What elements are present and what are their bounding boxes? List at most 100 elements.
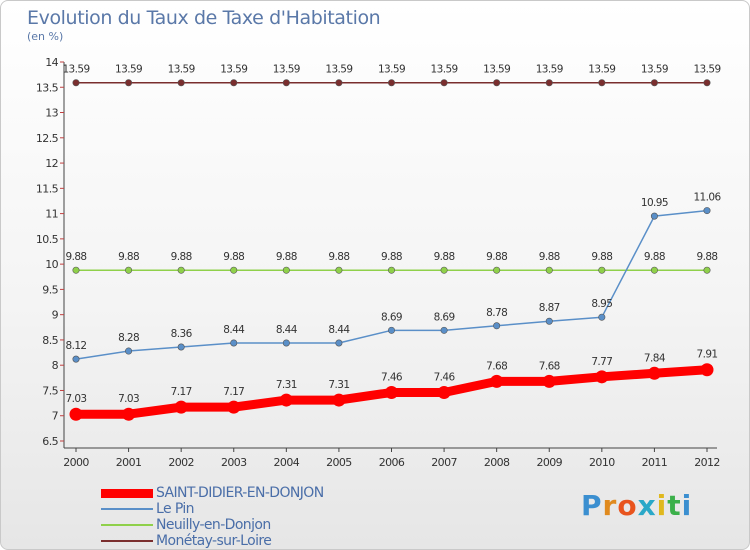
data-point	[282, 266, 290, 274]
y-tick-label: 9	[52, 309, 59, 322]
legend-swatch-monetay	[101, 540, 153, 542]
legend-item: Monétay-sur-Loire	[101, 533, 324, 549]
data-label: 9.88	[434, 251, 455, 263]
legend-item: SAINT-DIDIER-EN-DONJON	[101, 485, 324, 501]
data-point	[700, 363, 714, 377]
x-tick-label: 2000	[63, 456, 89, 469]
data-label: 8.44	[223, 324, 245, 336]
data-point	[493, 79, 501, 87]
data-point	[490, 374, 504, 388]
data-label: 8.44	[276, 324, 298, 336]
data-label: 7.31	[276, 379, 297, 391]
data-point	[72, 355, 80, 363]
data-label: 7.91	[697, 349, 718, 361]
x-tick-label: 2007	[431, 456, 457, 469]
chart-title: Evolution du Taux de Taxe d'Habitation	[27, 7, 381, 29]
y-tick-label: 11	[45, 208, 58, 221]
data-point	[387, 326, 395, 334]
data-point	[595, 370, 609, 384]
chart-legend: SAINT-DIDIER-EN-DONJON Le Pin Neuilly-en…	[101, 485, 324, 549]
y-tick-label: 8.5	[42, 334, 58, 347]
data-label: 7.77	[591, 356, 612, 368]
data-point	[385, 385, 398, 399]
legend-label: Le Pin	[156, 501, 195, 517]
data-label: 9.88	[118, 251, 139, 263]
x-tick-label: 2012	[694, 456, 720, 469]
data-point	[335, 266, 343, 274]
data-label: 13.59	[325, 64, 352, 76]
data-point	[598, 79, 606, 87]
data-label: 7.84	[644, 352, 666, 364]
data-label: 13.59	[220, 64, 247, 76]
x-tick-label: 2009	[536, 456, 562, 469]
data-point	[650, 79, 658, 87]
legend-label: Monétay-sur-Loire	[156, 533, 272, 549]
data-point	[703, 266, 711, 274]
y-tick-label: 13	[45, 107, 58, 120]
y-tick-label: 7	[52, 410, 59, 423]
data-label: 9.88	[591, 251, 612, 263]
x-tick-label: 2004	[274, 456, 300, 469]
data-label: 13.59	[115, 64, 142, 76]
data-point	[545, 266, 553, 274]
data-label: 8.69	[381, 311, 402, 323]
data-label: 8.12	[66, 340, 87, 352]
x-tick-label: 2008	[484, 456, 510, 469]
data-point	[493, 322, 501, 330]
data-label: 9.88	[486, 251, 507, 263]
legend-swatch-neuilly	[101, 524, 153, 526]
data-point	[493, 266, 501, 274]
data-point	[72, 79, 80, 87]
data-label: 9.88	[644, 251, 665, 263]
legend-label: SAINT-DIDIER-EN-DONJON	[156, 485, 324, 501]
data-point	[230, 266, 238, 274]
data-point	[440, 326, 448, 334]
data-point	[387, 79, 395, 87]
data-label: 13.59	[483, 64, 510, 76]
data-label: 9.88	[276, 251, 297, 263]
data-label: 9.88	[171, 251, 192, 263]
data-label: 10.95	[641, 197, 668, 209]
data-point	[174, 400, 188, 414]
data-point	[332, 393, 346, 407]
data-point	[72, 266, 80, 274]
data-label: 8.69	[434, 311, 455, 323]
data-point	[177, 343, 185, 351]
data-label: 8.44	[328, 324, 350, 336]
y-tick-label: 8	[52, 359, 59, 372]
data-label: 13.59	[588, 64, 615, 76]
data-point	[177, 266, 185, 274]
data-point	[545, 317, 553, 325]
data-point	[335, 339, 343, 347]
data-label: 9.88	[539, 251, 560, 263]
legend-swatch-le-pin	[101, 508, 153, 510]
data-label: 9.88	[66, 251, 87, 263]
data-label: 9.88	[223, 251, 244, 263]
chart-unit-label: (en %)	[27, 30, 64, 43]
data-label: 13.59	[62, 64, 89, 76]
y-tick-label: 10	[45, 258, 58, 271]
data-point	[335, 79, 343, 87]
data-point	[177, 79, 185, 87]
data-point	[125, 266, 133, 274]
data-label: 8.78	[486, 307, 507, 319]
data-label: 7.03	[66, 393, 87, 405]
y-tick-label: 13.5	[36, 81, 59, 94]
legend-swatch-saint-didier	[101, 488, 153, 498]
data-label: 7.17	[171, 386, 192, 398]
data-label: 7.68	[486, 360, 507, 372]
data-label: 7.46	[381, 371, 403, 383]
data-point	[542, 374, 556, 388]
data-label: 13.59	[536, 64, 563, 76]
data-label: 9.88	[697, 251, 718, 263]
legend-item: Le Pin	[101, 501, 324, 517]
proxiti-logo: Proxiti	[581, 489, 693, 522]
data-point	[279, 393, 293, 407]
legend-label: Neuilly-en-Donjon	[156, 517, 271, 533]
y-tick-label: 12.5	[36, 132, 59, 145]
data-label: 9.88	[328, 251, 349, 263]
data-label: 13.59	[273, 64, 300, 76]
data-label: 11.06	[693, 192, 721, 204]
data-label: 7.17	[223, 386, 244, 398]
